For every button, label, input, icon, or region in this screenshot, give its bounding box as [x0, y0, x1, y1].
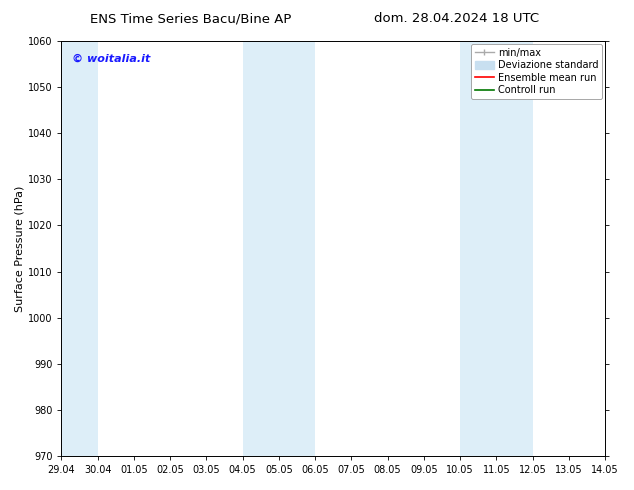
Y-axis label: Surface Pressure (hPa): Surface Pressure (hPa) [15, 185, 25, 312]
Text: © woitalia.it: © woitalia.it [72, 53, 151, 64]
Text: ENS Time Series Bacu/Bine AP: ENS Time Series Bacu/Bine AP [89, 12, 291, 25]
Legend: min/max, Deviazione standard, Ensemble mean run, Controll run: min/max, Deviazione standard, Ensemble m… [470, 44, 602, 99]
Bar [243, 41, 315, 456]
Bar [460, 41, 533, 456]
Text: dom. 28.04.2024 18 UTC: dom. 28.04.2024 18 UTC [374, 12, 539, 25]
Bar [61, 41, 98, 456]
